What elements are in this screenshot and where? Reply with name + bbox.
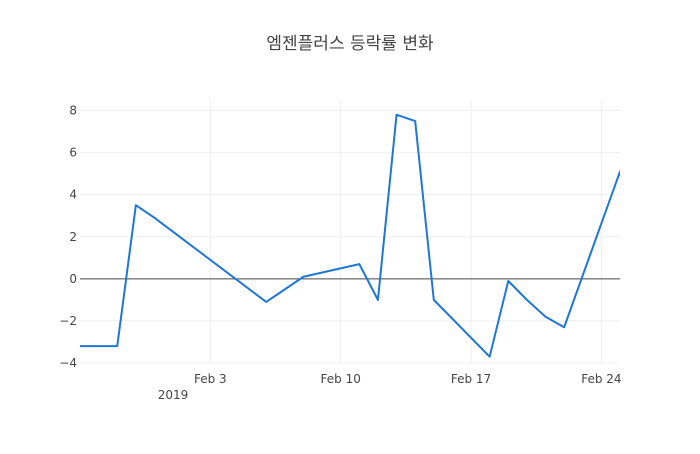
y-tick-label: 4 [69,188,77,202]
y-axis-ticks: −4 −2 0 2 4 6 8 [59,104,77,370]
x-axis-ticks: Feb 3 Feb 10 Feb 17 Feb 24 [194,372,622,386]
x-tick-label: Feb 3 [194,372,227,386]
y-tick-label: −4 [59,356,77,370]
y-tick-label: 0 [69,272,77,286]
y-tick-label: 8 [69,104,77,118]
x-tick-label: Feb 10 [321,372,361,386]
x-axis-year-label: 2019 [158,388,189,402]
series-line [80,113,620,358]
x-tick-label: Feb 17 [451,372,491,386]
y-tick-label: −2 [59,314,77,328]
grid [80,100,620,364]
x-tick-label: Feb 24 [581,372,621,386]
chart-title: 엠젠플러스 등락률 변화 [266,34,434,54]
y-tick-label: 6 [69,146,77,160]
series-layer [80,113,620,358]
y-tick-label: 2 [69,230,77,244]
